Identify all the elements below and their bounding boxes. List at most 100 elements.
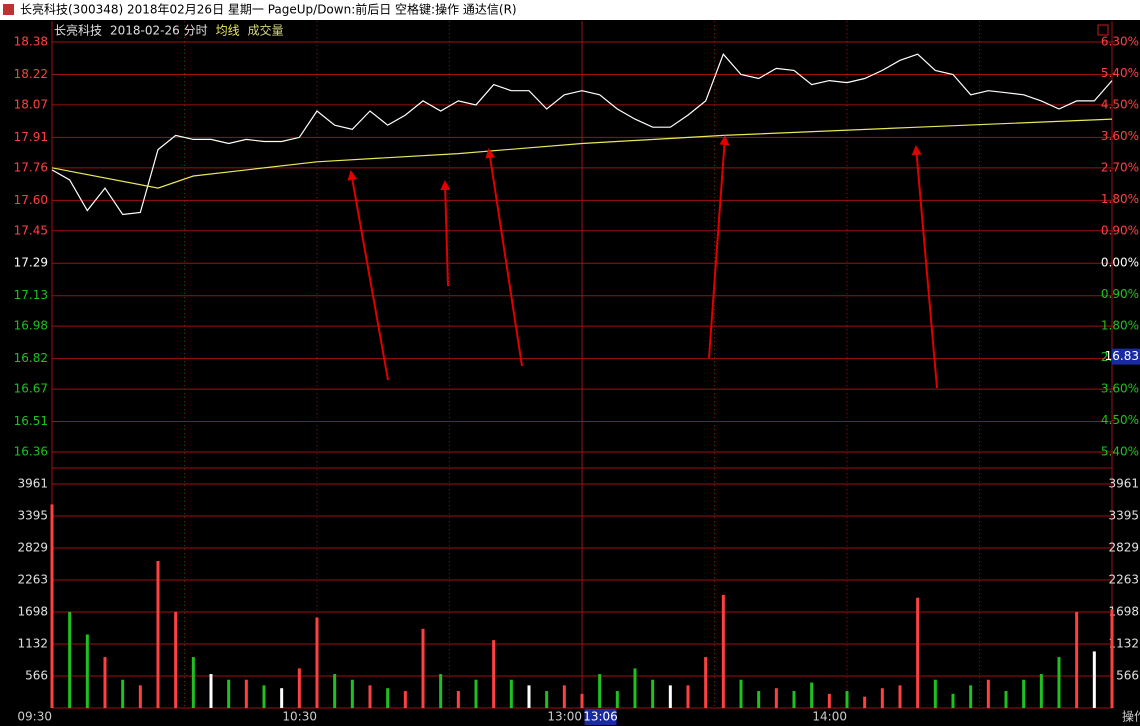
y2-tick-label: 2.70% — [1101, 161, 1139, 175]
y-tick-label: 16.67 — [14, 382, 48, 396]
volume-bar — [386, 688, 390, 708]
volume-bar — [227, 679, 231, 708]
volume-bar — [792, 691, 796, 708]
volume-bar — [757, 691, 761, 708]
volume-bar — [863, 696, 867, 708]
y-tick-label: 3961 — [1108, 477, 1139, 491]
price-line — [51, 118, 1113, 189]
y-tick-label: 3395 — [1108, 509, 1139, 523]
cursor-y-label: 16.83 — [1105, 349, 1139, 363]
y-tick-label: 17.13 — [14, 288, 48, 302]
y-tick-label: 17.29 — [14, 256, 48, 270]
annotations — [347, 135, 938, 389]
y-tick-label: 17.91 — [14, 130, 48, 144]
volume-bar — [774, 688, 778, 708]
volume-bar — [509, 679, 513, 708]
volume-bar — [403, 691, 407, 708]
title-bar — [0, 0, 1140, 20]
y2-tick-label: 5.40% — [1101, 66, 1139, 80]
volume-bar — [633, 668, 637, 708]
y-tick-label: 18.07 — [14, 97, 48, 111]
volume-bar — [986, 679, 990, 708]
annotation-arrow — [440, 180, 451, 287]
volume-bar — [244, 679, 248, 708]
volume-bar — [350, 679, 354, 708]
x-tick-label: 13:00 — [547, 710, 582, 724]
y-tick-label: 18.38 — [14, 35, 48, 49]
y-tick-label: 16.82 — [14, 351, 48, 365]
y-tick-label: 16.98 — [14, 319, 48, 333]
y-tick-label: 566 — [25, 668, 48, 682]
y-tick-label: 17.60 — [14, 193, 48, 207]
price-line — [51, 53, 1113, 216]
volume-bar — [827, 693, 831, 708]
y2-tick-label: 4.50% — [1101, 413, 1139, 427]
y-tick-label: 3395 — [17, 509, 48, 523]
volume-bar — [209, 674, 213, 708]
volume-bar — [704, 657, 708, 708]
volume-bar — [68, 611, 72, 708]
y-tick-label: 16.36 — [14, 445, 48, 459]
y-tick-label: 16.51 — [14, 414, 48, 428]
volume-bar — [1110, 609, 1114, 708]
volume-bar — [562, 685, 566, 708]
window-title: 长亮科技(300348) 2018年02月26日 星期一 PageUp/Down… — [20, 2, 517, 17]
volume-bar — [421, 628, 425, 708]
volume-bar — [50, 504, 54, 708]
volume-bar — [492, 640, 496, 708]
volume-bar — [121, 679, 125, 708]
x-tick-label: 10:30 — [282, 710, 317, 724]
volume-bar — [668, 685, 672, 708]
y-tick-label: 2263 — [17, 573, 48, 587]
chart-subtitle: 2018-02-26 分时 — [110, 24, 208, 38]
app-icon — [3, 4, 14, 15]
y2-tick-label: 0.90% — [1101, 224, 1139, 238]
y-tick-label: 2829 — [17, 541, 48, 555]
maximize-button[interactable] — [1097, 24, 1109, 36]
y-tick-label: 1132 — [17, 636, 48, 650]
y-tick-label: 17.76 — [14, 160, 48, 174]
y-tick-label: 1698 — [1108, 604, 1139, 618]
volume-bar — [969, 685, 973, 708]
volume-bar — [439, 674, 443, 708]
volume-bar — [545, 691, 549, 708]
cursor-x-label: 13:06 — [583, 710, 618, 724]
y-tick-label: 566 — [1116, 668, 1139, 682]
volume-bar — [1092, 651, 1096, 708]
volume-bar — [598, 674, 602, 708]
annotation-arrow — [708, 135, 730, 359]
corner-button[interactable]: 操作 — [1122, 709, 1140, 724]
annotation-arrow — [347, 170, 389, 381]
volume-bar — [721, 594, 725, 708]
volume-bar — [845, 691, 849, 708]
y-tick-label: 1698 — [17, 604, 48, 618]
volume-bar — [191, 657, 195, 708]
y-tick-label: 1132 — [1108, 636, 1139, 650]
y-tick-label: 18.22 — [14, 67, 48, 81]
y-tick-label: 2263 — [1108, 573, 1139, 587]
volume-bar — [1022, 679, 1026, 708]
volume-bar — [580, 693, 584, 708]
volume-bar — [615, 691, 619, 708]
y-tick-label: 17.45 — [14, 223, 48, 237]
volume-bar — [1039, 674, 1043, 708]
volume-bar — [280, 688, 284, 708]
y-tick-label: 3961 — [17, 477, 48, 491]
volume-bar — [951, 693, 955, 708]
volume-bar — [898, 685, 902, 708]
volume-bar — [933, 679, 937, 708]
plot: 长亮科技 2018-02-26 分时 均线 成交量 18.38 18.22 18.07 17.… — [14, 21, 1140, 725]
y2-tick-label: 5.40% — [1101, 445, 1139, 459]
y2-tick-label: 6.30% — [1101, 35, 1139, 49]
volume-bar — [880, 688, 884, 708]
y2-tick-label: 0.00% — [1101, 255, 1139, 269]
annotation-arrow — [911, 145, 938, 389]
volume-bar — [138, 685, 142, 708]
y2-tick-label: 3.60% — [1101, 381, 1139, 395]
volume-bar — [85, 634, 89, 708]
annotation-arrow — [485, 148, 523, 367]
volume-bar — [1057, 657, 1061, 708]
volume-bar — [686, 685, 690, 708]
volume-bar — [527, 685, 531, 708]
volume-bar — [739, 679, 743, 708]
